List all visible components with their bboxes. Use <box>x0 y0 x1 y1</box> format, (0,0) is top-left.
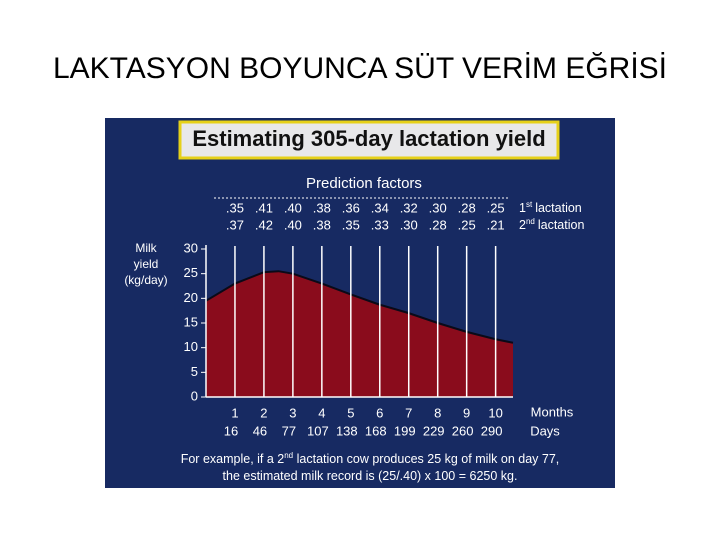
day-label: 199 <box>394 423 416 438</box>
y-axis-label-line: (kg/day) <box>124 273 167 287</box>
factor-value: .30 <box>400 217 418 232</box>
note-line: the estimated milk record is (25/.40) x … <box>223 469 518 483</box>
factor-value: .30 <box>429 200 447 215</box>
x2-axis-label: Days <box>530 423 560 438</box>
factor-value: .35 <box>342 217 360 232</box>
x-axis-label: Months <box>531 404 574 419</box>
factor-value: .35 <box>226 200 244 215</box>
row-label: lactation <box>538 218 585 232</box>
factor-value: .42 <box>255 217 273 232</box>
factor-value: .41 <box>255 200 273 215</box>
note-text: the estimated milk record is (25/.40) x … <box>223 469 518 483</box>
x-tick-label: 1 <box>231 405 238 420</box>
x-tick-label: 8 <box>434 405 441 420</box>
x-tick-label: 10 <box>488 405 502 420</box>
factor-value: .32 <box>400 200 418 215</box>
day-label: 77 <box>282 423 296 438</box>
y-tick-label: 0 <box>191 388 198 403</box>
factor-value: .25 <box>487 200 505 215</box>
day-label: 46 <box>253 423 267 438</box>
note-text: For example, if a 2 <box>181 452 285 466</box>
ordinal-suffix: nd <box>526 217 535 226</box>
y-tick-label: 10 <box>184 339 198 354</box>
day-label: 16 <box>224 423 238 438</box>
factor-value: .38 <box>313 200 331 215</box>
factor-value: .37 <box>226 217 244 232</box>
slide-title: LAKTASYON BOYUNCA SÜT VERİM EĞRİSİ <box>53 52 667 85</box>
factor-value: .25 <box>458 217 476 232</box>
day-label: 168 <box>365 423 387 438</box>
day-label: 107 <box>307 423 329 438</box>
y-tick-label: 30 <box>184 240 198 255</box>
note: For example, if a 2nd lactation cow prod… <box>181 451 560 483</box>
y-tick-label: 15 <box>184 314 198 329</box>
x-tick-label: 7 <box>405 405 412 420</box>
note-superscript: nd <box>284 451 293 460</box>
ordinal-number: 2 <box>519 218 526 232</box>
factor-value: .34 <box>371 200 389 215</box>
ordinal-suffix: st <box>526 200 533 209</box>
ordinal-number: 1 <box>519 201 526 215</box>
factor-value: .33 <box>371 217 389 232</box>
chart-title-box <box>178 120 560 160</box>
y-axis-label: Milk yield (kg/day) <box>124 241 167 287</box>
factor-row-label: 1st lactation <box>519 200 582 215</box>
x-tick-label: 9 <box>463 405 470 420</box>
y-axis-label-line: yield <box>134 257 159 271</box>
x-tick-label: 6 <box>376 405 383 420</box>
factor-value: .40 <box>284 217 302 232</box>
x-tick-label: 2 <box>260 405 267 420</box>
note-text: lactation cow produces 25 kg of milk on … <box>293 452 559 466</box>
factor-value: .21 <box>487 217 505 232</box>
factor-row-label: 2nd lactation <box>519 217 584 232</box>
day-label: 260 <box>452 423 474 438</box>
row-label: lactation <box>535 201 582 215</box>
day-label: 138 <box>336 423 358 438</box>
factor-value: .28 <box>458 200 476 215</box>
x-tick-label: 3 <box>289 405 296 420</box>
chart-title: Estimating 305-day lactation yield <box>192 126 545 151</box>
plot: 116.35.37246.41.42377.40.404107.38.38513… <box>184 200 585 438</box>
y-tick-label: 25 <box>184 265 198 280</box>
x-tick-label: 5 <box>347 405 354 420</box>
y-axis-label-line: Milk <box>135 241 157 255</box>
y-tick-label: 5 <box>191 364 198 379</box>
factors-title: Prediction factors <box>306 175 422 192</box>
x-tick-label: 4 <box>318 405 325 420</box>
factor-value: .28 <box>429 217 447 232</box>
day-label: 229 <box>423 423 445 438</box>
factor-value: .36 <box>342 200 360 215</box>
factor-value: .38 <box>313 217 331 232</box>
day-label: 290 <box>481 423 503 438</box>
note-line: For example, if a 2nd lactation cow prod… <box>181 451 560 466</box>
area <box>206 271 513 397</box>
factor-value: .40 <box>284 200 302 215</box>
y-tick-label: 20 <box>184 290 198 305</box>
